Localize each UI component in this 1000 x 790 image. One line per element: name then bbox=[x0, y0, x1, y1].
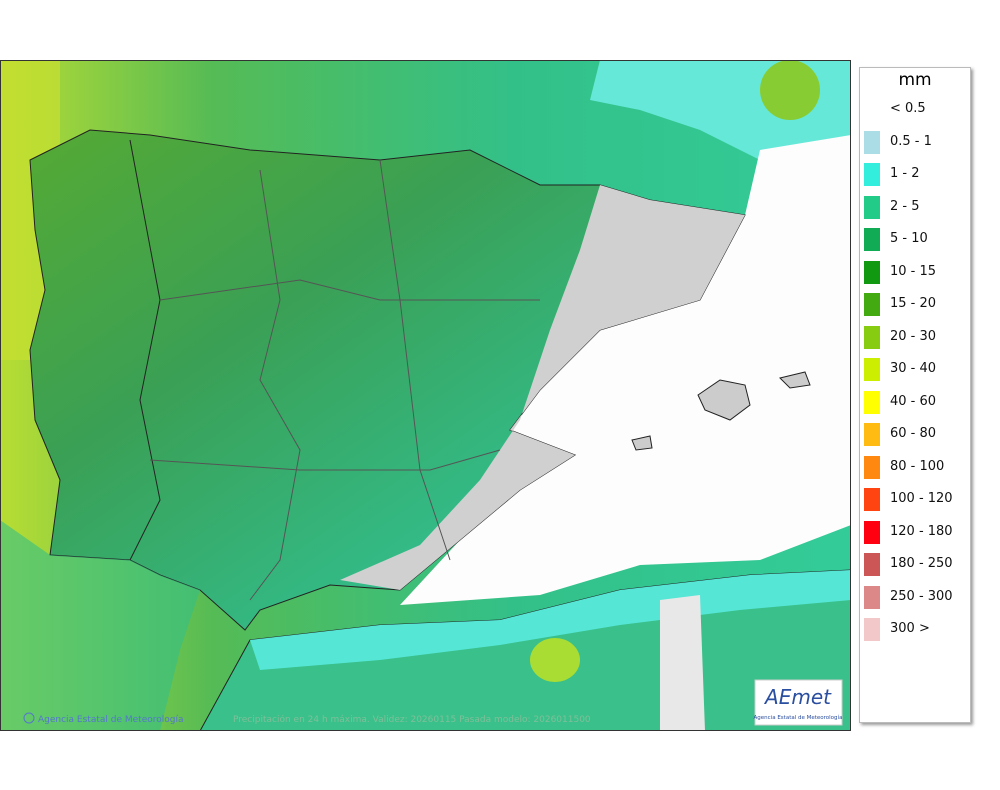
logo-box bbox=[754, 679, 843, 726]
legend-unit: mm bbox=[898, 70, 932, 90]
legend-swatch bbox=[864, 228, 880, 251]
legend-item: 20 - 30 bbox=[860, 325, 970, 350]
legend-label: 250 - 300 bbox=[890, 588, 953, 604]
border bbox=[149, 449, 501, 471]
legend-label: 120 - 180 bbox=[890, 523, 953, 539]
legend-item: 15 - 20 bbox=[860, 293, 970, 317]
legend-item: 100 - 120 bbox=[860, 488, 970, 512]
hotspot bbox=[530, 638, 580, 682]
island bbox=[631, 435, 653, 451]
coastal-band bbox=[250, 570, 851, 670]
legend-swatch bbox=[864, 488, 880, 511]
legend-item: 250 - 300 bbox=[860, 585, 970, 610]
legend-swatch bbox=[864, 130, 880, 154]
legend-item: 30 - 40 bbox=[860, 358, 970, 382]
legend-swatch bbox=[864, 520, 880, 544]
legend-item: 2 - 5 bbox=[860, 195, 970, 220]
legend-label: 100 - 120 bbox=[890, 491, 953, 506]
legend-swatch bbox=[864, 293, 880, 316]
legend-label: 180 - 250 bbox=[890, 556, 953, 571]
legend-item: 80 - 100 bbox=[860, 455, 970, 480]
caption: Precipitación en 24 h máxima. Validez: 2… bbox=[233, 714, 591, 725]
legend-label: 2 - 5 bbox=[890, 198, 920, 214]
island bbox=[779, 371, 811, 389]
legend-label: 300 > bbox=[890, 621, 930, 636]
legend-swatch bbox=[864, 618, 880, 641]
legend-swatch bbox=[864, 423, 880, 446]
legend-label: 5 - 10 bbox=[890, 231, 928, 246]
legend-label: 15 - 20 bbox=[890, 296, 937, 311]
legend-swatch bbox=[864, 553, 880, 576]
legend-swatch bbox=[864, 325, 880, 349]
legend-label: 20 - 30 bbox=[890, 328, 937, 344]
sea-dry bbox=[400, 135, 851, 605]
logo-subtitle: Agencia Estatal de Meteorología bbox=[754, 714, 843, 721]
legend-label: 0.5 - 1 bbox=[890, 133, 932, 149]
legend-item: 5 - 10 bbox=[860, 228, 970, 252]
logo: AEmet bbox=[763, 685, 832, 709]
legend-label: 40 - 60 bbox=[890, 393, 937, 409]
legend-item: 0.5 - 1 bbox=[860, 130, 970, 155]
legend: mm < 0.5 0.5 - 1 1 - 2 2 - 5 5 - 10 10 - 15 15… bbox=[859, 67, 971, 723]
legend-label: < 0.5 bbox=[890, 101, 926, 116]
dry-area bbox=[660, 595, 705, 731]
legend-item: 40 - 60 bbox=[860, 390, 970, 415]
legend-swatch bbox=[864, 163, 880, 186]
sea-band bbox=[0, 520, 200, 731]
legend-item: 120 - 180 bbox=[860, 520, 970, 545]
legend-item: 180 - 250 bbox=[860, 553, 970, 577]
credit: Agencia Estatal de Meteorología bbox=[38, 715, 184, 725]
legend-item: 10 - 15 bbox=[860, 260, 970, 285]
island bbox=[697, 379, 751, 421]
legend-label: 80 - 100 bbox=[890, 458, 945, 474]
border bbox=[129, 139, 161, 561]
border bbox=[379, 159, 451, 561]
border bbox=[159, 279, 540, 301]
legend-item: 1 - 2 bbox=[860, 163, 970, 187]
legend-swatch bbox=[864, 390, 880, 414]
legend-item: 60 - 80 bbox=[860, 423, 970, 447]
legend-item: 300 > bbox=[860, 618, 970, 642]
legend-label: 60 - 80 bbox=[890, 426, 937, 441]
dry-area bbox=[340, 185, 745, 590]
legend-swatch bbox=[864, 585, 880, 609]
legend-item: < 0.5 bbox=[860, 98, 970, 122]
copyright-icon bbox=[23, 712, 35, 724]
legend-label: 1 - 2 bbox=[890, 166, 920, 181]
legend-label: 30 - 40 bbox=[890, 361, 937, 376]
map: Agencia Estatal de Meteorología Precipit… bbox=[0, 60, 851, 731]
legend-swatch bbox=[864, 455, 880, 479]
legend-label: 10 - 15 bbox=[890, 263, 937, 279]
hotspot bbox=[760, 60, 820, 120]
legend-swatch bbox=[864, 195, 880, 219]
legend-swatch bbox=[864, 260, 880, 284]
frame bbox=[0, 60, 851, 731]
border bbox=[249, 169, 301, 601]
legend-swatch bbox=[864, 358, 880, 381]
